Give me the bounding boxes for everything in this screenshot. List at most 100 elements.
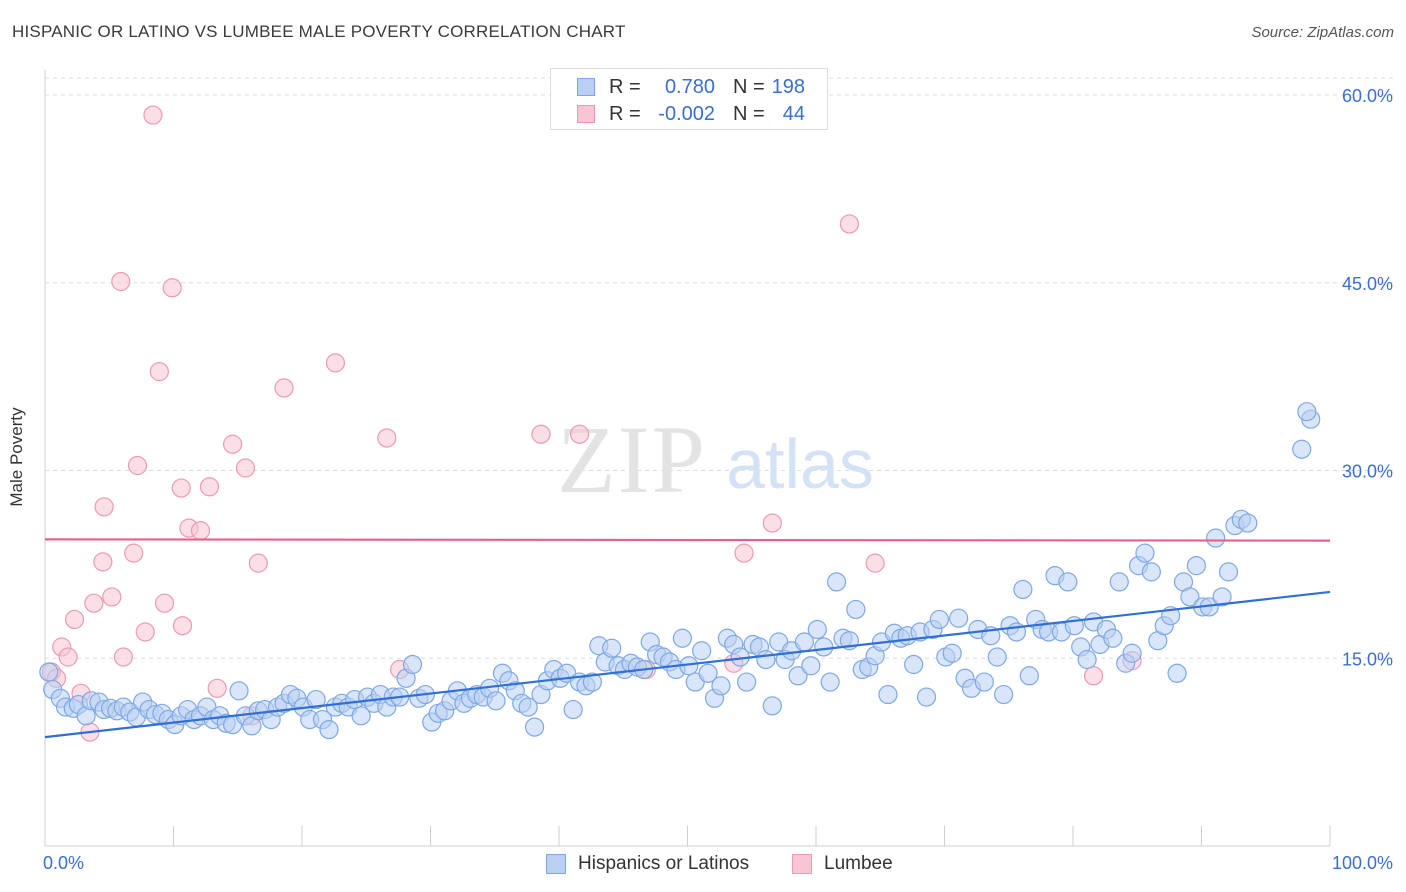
hispanic-point: [1135, 543, 1155, 563]
hispanic-point: [949, 608, 969, 628]
hispanic-point: [801, 656, 821, 676]
hispanic-point: [402, 654, 423, 675]
lumbee-point: [154, 593, 175, 613]
hispanic-point: [826, 572, 847, 592]
lumbee-point: [839, 214, 860, 234]
x-tick-label: 0.0%: [43, 853, 84, 873]
legend-label: Lumbee: [824, 853, 893, 874]
hispanic-point: [306, 689, 326, 710]
n-label: N =: [733, 76, 765, 98]
lumbee-point: [207, 678, 227, 698]
hispanic-point: [1122, 643, 1142, 663]
lumbee-point: [124, 543, 144, 563]
lumbee-point: [93, 552, 113, 572]
r-value: -0.002: [658, 103, 715, 125]
hispanic-point: [820, 672, 840, 692]
legend-swatch-blue: [546, 854, 566, 874]
hispanic-trend-line: [44, 590, 1331, 739]
lumbee-point: [223, 434, 243, 454]
hispanic-point: [39, 662, 59, 682]
legend-row-hispanic: R = 0.780 N = 198: [551, 73, 827, 101]
hispanic-point: [1109, 572, 1129, 592]
lumbee-point: [274, 378, 294, 398]
lumbee-point: [94, 497, 114, 517]
n-value: 44: [782, 103, 805, 125]
hispanic-point: [904, 654, 924, 675]
trend-lines: [44, 538, 1331, 739]
lumbee-point: [734, 543, 754, 563]
hispanic-point: [1212, 587, 1232, 607]
hispanic-point: [878, 684, 898, 705]
lumbee-point: [531, 424, 551, 444]
y-tick-label: 15.0%: [1342, 649, 1393, 669]
hispanic-point: [486, 691, 506, 711]
hispanic-point: [788, 666, 808, 686]
lumbee-point: [102, 587, 122, 607]
hispanic-point: [1058, 572, 1078, 592]
lumbee-point: [762, 513, 782, 533]
r-value: 0.780: [664, 76, 715, 98]
hispanic-point: [672, 628, 692, 648]
hispanic-point: [1103, 628, 1123, 648]
hispanic-point: [737, 672, 757, 692]
y-axis-label: Male Poverty: [7, 407, 26, 507]
hispanic-point: [319, 719, 339, 740]
hispanic-point: [582, 672, 603, 692]
lumbee-point: [1083, 666, 1104, 686]
y-tick-label: 60.0%: [1342, 86, 1393, 106]
hispanic-point: [987, 647, 1007, 667]
axes: [44, 70, 1331, 847]
lumbee-point: [58, 647, 78, 667]
n-value: 198: [771, 76, 805, 98]
hispanic-point: [563, 699, 583, 720]
lumbee-point: [64, 609, 85, 630]
hispanic-point: [942, 643, 962, 663]
hispanic-point: [1218, 562, 1239, 582]
watermark-atlas: atlas: [726, 425, 874, 503]
hispanic-point: [756, 649, 776, 670]
r-label: R =: [609, 76, 641, 98]
lumbee-point: [325, 353, 346, 373]
x-tick-label: 100.0%: [1332, 853, 1393, 873]
hispanic-point: [698, 663, 718, 683]
series-hispanic-points: [39, 402, 1321, 740]
hispanic-point: [1167, 663, 1187, 683]
lumbee-point: [190, 520, 211, 541]
hispanic-point: [974, 672, 994, 692]
lumbee-point: [162, 278, 182, 298]
legend-swatch-pink: [577, 105, 595, 123]
hispanic-point: [1186, 556, 1206, 576]
watermark: ZIP atlas: [557, 406, 874, 513]
tick-labels: 15.0% 30.0% 45.0% 60.0% 0.0% 100.0%: [43, 86, 1393, 873]
hispanic-point: [1019, 666, 1039, 686]
hispanic-point: [929, 609, 949, 630]
hispanic-point: [351, 706, 371, 726]
hispanic-point: [1238, 513, 1258, 533]
hispanic-point: [1141, 562, 1161, 582]
y-tick-label: 45.0%: [1342, 274, 1393, 294]
lumbee-point: [172, 616, 193, 636]
lumbee-point: [111, 271, 131, 292]
legend-swatch-blue: [577, 78, 595, 96]
hispanic-point: [1206, 528, 1226, 548]
hispanic-point: [711, 676, 731, 696]
n-label: N =: [733, 103, 765, 125]
lumbee-point: [127, 455, 148, 476]
hispanic-point: [762, 696, 782, 716]
lumbee-point: [135, 622, 155, 642]
hispanic-point: [518, 697, 538, 717]
hispanic-point: [1077, 649, 1097, 670]
watermark-zip: ZIP: [557, 406, 707, 513]
legend-swatch-pink: [792, 854, 812, 874]
lumbee-point: [84, 593, 104, 613]
hispanic-point: [994, 684, 1014, 705]
lumbee-point: [569, 424, 590, 444]
legend-row-lumbee: R = -0.002 N = 44: [551, 100, 827, 128]
lumbee-point: [248, 553, 268, 573]
legend-label: Hispanics or Latinos: [578, 853, 750, 874]
r-label: R =: [609, 103, 641, 125]
lumbee-point: [377, 428, 397, 448]
hispanic-point: [846, 599, 866, 620]
lumbee-point: [113, 647, 133, 667]
